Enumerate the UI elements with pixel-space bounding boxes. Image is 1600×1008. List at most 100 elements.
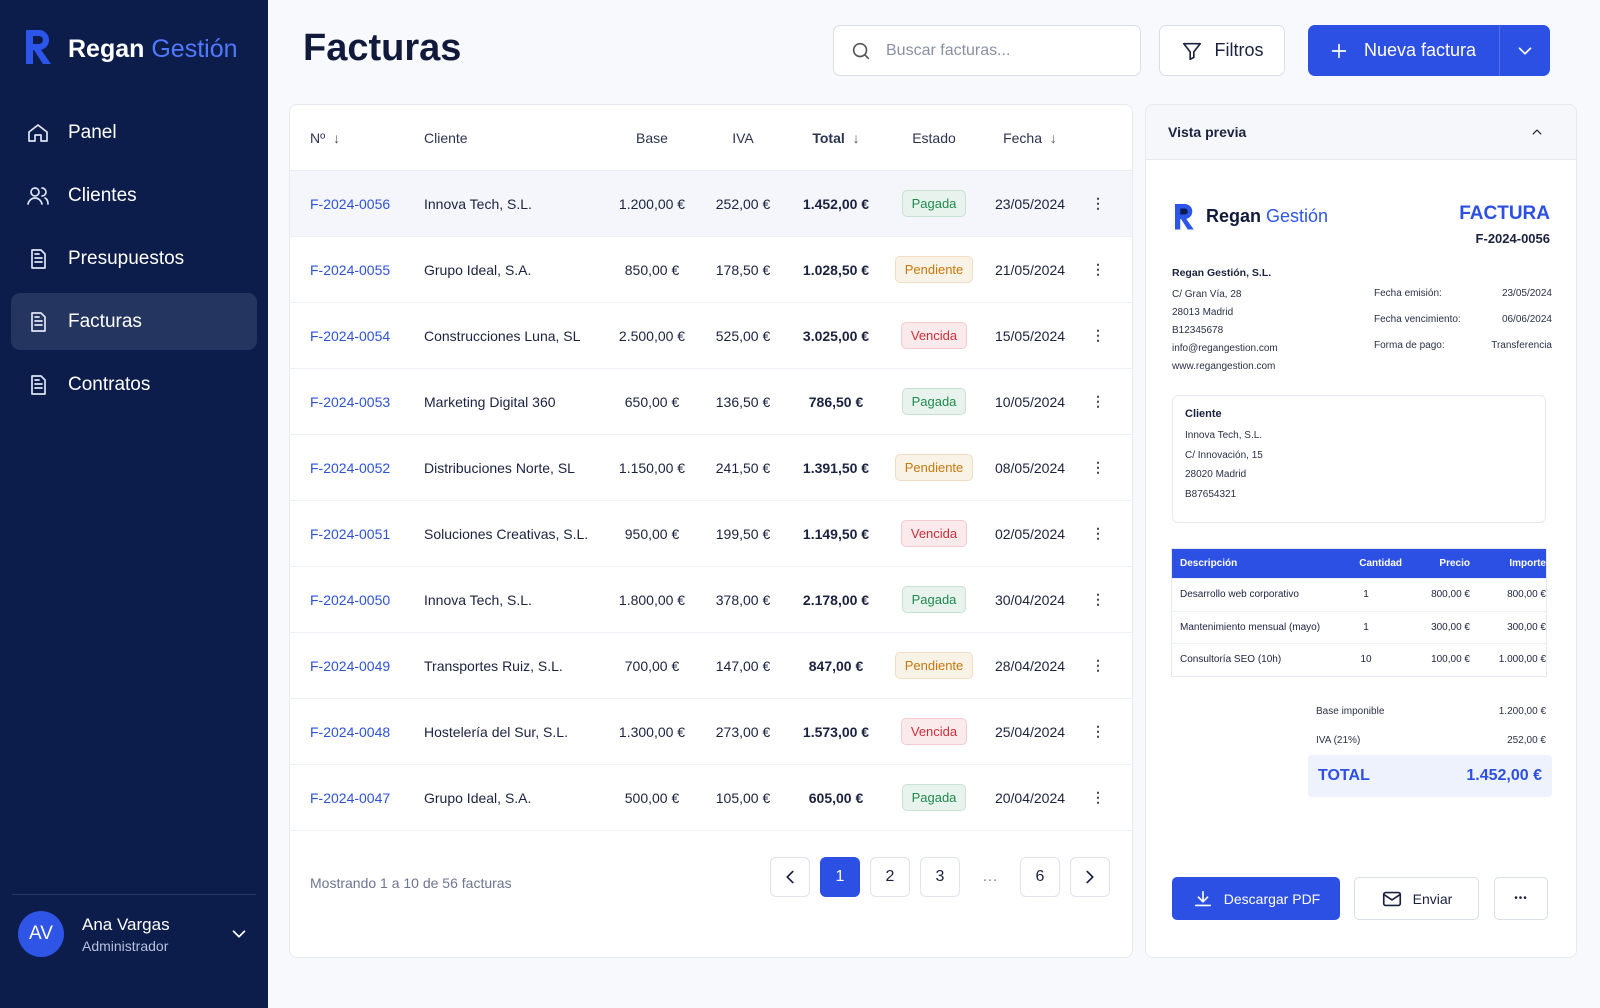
send-button[interactable]: Enviar — [1354, 877, 1479, 920]
column-header[interactable]: Base — [604, 130, 700, 146]
page-button[interactable]: 1 — [820, 857, 860, 897]
column-header[interactable]: Fecha ↓ — [982, 130, 1078, 146]
subtotal-value: 252,00 € — [1507, 735, 1546, 746]
nav-icon — [26, 247, 50, 271]
preview-title: Vista previa — [1168, 124, 1247, 140]
invoice-number[interactable]: F-2024-0055 — [310, 261, 391, 278]
download-label: Descargar PDF — [1223, 890, 1321, 907]
issuer-line: B12345678 — [1172, 325, 1224, 336]
table-row[interactable]: F-2024-0050 Innova Tech, S.L. 1.800,00 € 37… — [290, 567, 1132, 633]
invoice-number[interactable]: F-2024-0054 — [310, 327, 391, 344]
iva: 241,50 € — [715, 459, 771, 476]
invoice-number[interactable]: F-2024-0048 — [310, 723, 391, 740]
issuer-line: 28013 Madrid — [1172, 307, 1234, 318]
brand-accent: Gestión — [1266, 205, 1329, 226]
base: 1.200,00 € — [618, 195, 686, 212]
search-box[interactable]: Buscar facturas... — [833, 25, 1141, 76]
table-row[interactable]: F-2024-0054 Construcciones Luna, SL 2.500,… — [290, 303, 1132, 369]
row-menu[interactable]: ⋮ — [1091, 525, 1105, 541]
column-header[interactable]: Nº ↓ — [310, 130, 424, 146]
column-header[interactable]: Total ↓ — [786, 130, 886, 146]
brand-main: Regan — [68, 35, 145, 63]
download-icon — [1192, 888, 1214, 910]
next-page[interactable] — [1070, 857, 1110, 897]
table-row[interactable]: F-2024-0048 Hostelería del Sur, S.L. 1.300… — [290, 699, 1132, 765]
total: 847,00 € — [808, 657, 864, 674]
iva: 378,00 € — [715, 591, 771, 608]
table-row[interactable]: F-2024-0052 Distribuciones Norte, SL 1.150… — [290, 435, 1132, 501]
invoice-number[interactable]: F-2024-0056 — [310, 195, 391, 212]
subtotal-value: 1.200,00 € — [1498, 706, 1546, 717]
column-header[interactable]: Estado — [886, 130, 982, 146]
client: Distribuciones Norte, SL — [424, 459, 575, 476]
meta-value: 23/05/2024 — [1501, 288, 1552, 299]
invoice-number[interactable]: F-2024-0051 — [310, 525, 391, 542]
status-cell: Vencida — [886, 520, 982, 547]
row-menu[interactable]: ⋮ — [1091, 789, 1105, 805]
download-button[interactable]: Descargar PDF — [1172, 877, 1340, 920]
row-menu[interactable]: ⋮ — [1091, 261, 1105, 277]
prev-page[interactable] — [770, 857, 810, 897]
row-menu[interactable]: ⋮ — [1091, 657, 1105, 673]
base: 500,00 € — [624, 789, 680, 806]
client-line: Innova Tech, S.L. — [1185, 430, 1263, 441]
page-button[interactable]: 6 — [1020, 857, 1060, 897]
status-cell: Pendiente — [886, 652, 982, 679]
row-menu[interactable]: ⋮ — [1091, 459, 1105, 475]
issuer-line: C/ Gran Vía, 28 — [1172, 289, 1242, 300]
nav-icon — [26, 373, 50, 397]
nav-label: Facturas — [68, 310, 142, 332]
row-menu[interactable]: ⋮ — [1091, 723, 1105, 739]
client: Soluciones Creativas, S.L. — [424, 525, 589, 542]
nav-item[interactable]: Facturas — [11, 293, 257, 350]
invoice-number[interactable]: F-2024-0053 — [310, 393, 391, 410]
client: Innova Tech, S.L. — [424, 591, 532, 608]
invoice-number[interactable]: F-2024-0050 — [310, 591, 391, 608]
brand-main: Regan — [1206, 205, 1262, 226]
table-row[interactable]: F-2024-0049 Transportes Ruiz, S.L. 700,00 … — [290, 633, 1132, 699]
row-menu[interactable]: ⋮ — [1091, 327, 1105, 343]
page-button[interactable]: 2 — [870, 857, 910, 897]
logo: Regan Gestión — [22, 26, 238, 73]
table-row[interactable]: F-2024-0051 Soluciones Creativas, S.L. 950… — [290, 501, 1132, 567]
user-menu[interactable]: AV Ana Vargas Administrador — [18, 911, 250, 957]
nav-item[interactable]: Clientes — [11, 167, 257, 224]
status-cell: Pagada — [886, 190, 982, 217]
column-header[interactable]: IVA — [700, 130, 786, 146]
new-invoice-button[interactable]: Nueva factura — [1308, 25, 1550, 76]
table-row[interactable]: F-2024-0055 Grupo Ideal, S.A. 850,00 € 178,… — [290, 237, 1132, 303]
item-cell: 1.000,00 € — [1498, 654, 1546, 666]
page-button[interactable]: 3 — [920, 857, 960, 897]
table-row[interactable]: F-2024-0047 Grupo Ideal, S.A. 500,00 € 105,… — [290, 765, 1132, 831]
table-row[interactable]: F-2024-0056 Innova Tech, S.L. 1.200,00 € 25… — [290, 171, 1132, 237]
nav-icon — [26, 121, 50, 145]
total: 3.025,00 € — [802, 327, 870, 344]
nav-item[interactable]: Contratos — [11, 356, 257, 413]
invoice-number[interactable]: F-2024-0047 — [310, 789, 391, 806]
row-menu[interactable]: ⋮ — [1091, 591, 1105, 607]
meta-label: Fecha vencimiento: — [1374, 314, 1461, 325]
filters-button[interactable]: Filtros — [1159, 25, 1285, 76]
date: 15/05/2024 — [994, 327, 1066, 344]
nav-item[interactable]: Presupuestos — [11, 230, 257, 287]
more-button[interactable]: ••• — [1494, 877, 1548, 920]
status-badge: Pagada — [901, 586, 967, 613]
row-menu[interactable]: ⋮ — [1091, 195, 1105, 211]
column-label: Fecha — [1003, 129, 1043, 146]
column-header[interactable]: Cliente — [424, 130, 604, 146]
invoice-number[interactable]: F-2024-0052 — [310, 459, 391, 476]
table-row[interactable]: F-2024-0053 Marketing Digital 360 650,00 €… — [290, 369, 1132, 435]
status-badge: Pendiente — [894, 652, 974, 679]
invoice-number[interactable]: F-2024-0049 — [310, 657, 391, 674]
row-menu[interactable]: ⋮ — [1091, 393, 1105, 409]
brand-name: Regan Gestión — [1206, 206, 1328, 227]
dropdown[interactable] — [1499, 25, 1550, 76]
nav-item[interactable]: Panel — [11, 104, 257, 161]
new-invoice-label: Nueva factura — [1364, 40, 1477, 60]
pagination: 1 2 3… 6 — [770, 857, 1110, 897]
total-box: TOTAL 1.452,00 € — [1308, 755, 1552, 797]
client: Marketing Digital 360 — [424, 393, 556, 410]
client-line: C/ Innovación, 15 — [1185, 449, 1263, 461]
client-box: Cliente Innova Tech, S.L. C/ Innovación, 1… — [1172, 395, 1546, 523]
collapse[interactable] — [1529, 124, 1544, 139]
